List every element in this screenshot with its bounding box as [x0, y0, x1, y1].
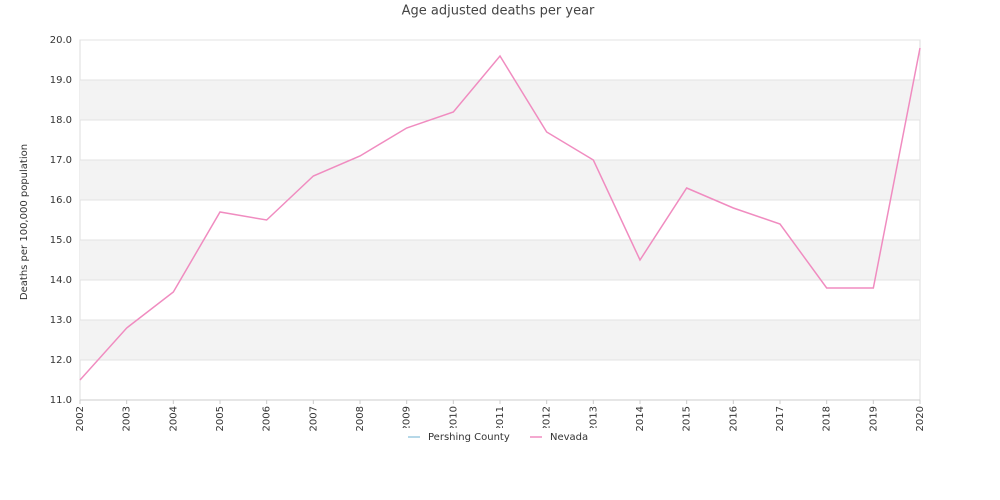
y-tick-label: 15.0	[50, 235, 72, 246]
x-tick-label: 2011	[495, 406, 506, 431]
x-tick-label: 2017	[775, 406, 786, 431]
x-tick-label: 2005	[215, 406, 226, 431]
y-tick-label: 18.0	[50, 115, 72, 126]
y-tick-label: 13.0	[50, 315, 72, 326]
legend-label: Nevada	[550, 432, 588, 443]
x-tick-label: 2016	[728, 406, 739, 431]
x-tick-label: 2014	[635, 406, 646, 431]
x-tick-label: 2009	[402, 406, 413, 431]
y-tick-label: 20.0	[50, 35, 72, 46]
x-tick-label: 2003	[122, 406, 133, 431]
grid-band	[80, 240, 920, 280]
x-tick-label: 2010	[448, 406, 459, 431]
x-tick-label: 2019	[868, 406, 879, 431]
y-tick-label: 11.0	[50, 395, 72, 406]
y-axis-label: Deaths per 100,000 population	[19, 144, 30, 300]
x-tick-label: 2013	[588, 406, 599, 431]
x-tick-label: 2020	[915, 406, 926, 431]
y-tick-label: 14.0	[50, 275, 72, 286]
x-tick-label: 2006	[262, 406, 273, 431]
y-tick-label: 12.0	[50, 355, 72, 366]
x-tick-label: 2015	[682, 406, 693, 431]
x-tick-label: 2004	[168, 406, 179, 431]
grid-band	[80, 320, 920, 360]
x-tick-label: 2018	[822, 406, 833, 431]
legend: Pershing County Nevada	[398, 428, 598, 446]
grid-band	[80, 80, 920, 120]
chart-title: Age adjusted deaths per year	[402, 4, 595, 19]
line	[79, 47, 921, 381]
legend-label: Pershing County	[428, 432, 510, 443]
y-tick-label: 19.0	[50, 75, 72, 86]
x-tick-label: 2012	[542, 406, 553, 431]
y-tick-label: 16.0	[50, 195, 72, 206]
legend-bg	[398, 428, 598, 446]
grid-band	[80, 160, 920, 200]
x-tick-label: 2002	[75, 406, 86, 431]
x-tick-label: 2007	[308, 406, 319, 431]
x-tick-label: 2008	[355, 406, 366, 431]
bands	[79, 39, 921, 401]
y-tick-label: 17.0	[50, 155, 72, 166]
